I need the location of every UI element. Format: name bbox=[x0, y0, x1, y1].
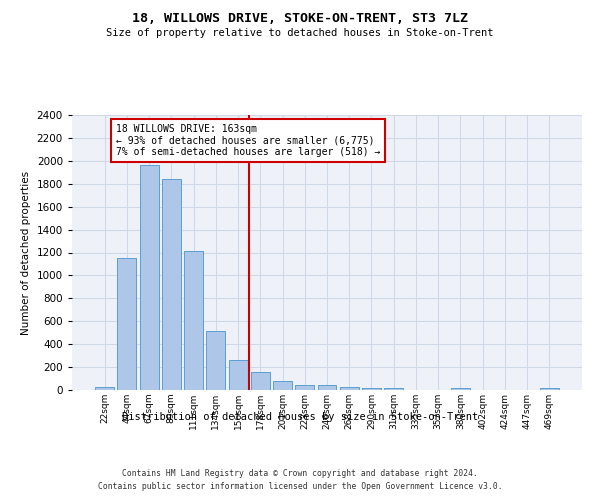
Text: 18 WILLOWS DRIVE: 163sqm
← 93% of detached houses are smaller (6,775)
7% of semi: 18 WILLOWS DRIVE: 163sqm ← 93% of detach… bbox=[116, 124, 380, 158]
Bar bbox=[295, 384, 314, 390]
Bar bbox=[317, 385, 337, 390]
Y-axis label: Number of detached properties: Number of detached properties bbox=[21, 170, 31, 334]
Bar bbox=[95, 386, 114, 390]
Bar bbox=[229, 360, 248, 390]
Bar bbox=[273, 381, 292, 390]
Text: 18, WILLOWS DRIVE, STOKE-ON-TRENT, ST3 7LZ: 18, WILLOWS DRIVE, STOKE-ON-TRENT, ST3 7… bbox=[132, 12, 468, 26]
Bar bbox=[206, 331, 225, 390]
Bar bbox=[340, 387, 359, 390]
Bar bbox=[362, 388, 381, 390]
Bar bbox=[162, 179, 181, 390]
Bar bbox=[140, 166, 158, 390]
Text: Contains public sector information licensed under the Open Government Licence v3: Contains public sector information licen… bbox=[98, 482, 502, 491]
Bar bbox=[184, 251, 203, 390]
Text: Distribution of detached houses by size in Stoke-on-Trent: Distribution of detached houses by size … bbox=[122, 412, 478, 422]
Bar bbox=[118, 258, 136, 390]
Bar bbox=[251, 372, 270, 390]
Text: Size of property relative to detached houses in Stoke-on-Trent: Size of property relative to detached ho… bbox=[106, 28, 494, 38]
Text: Contains HM Land Registry data © Crown copyright and database right 2024.: Contains HM Land Registry data © Crown c… bbox=[122, 468, 478, 477]
Bar bbox=[540, 388, 559, 390]
Bar bbox=[384, 388, 403, 390]
Bar bbox=[451, 388, 470, 390]
